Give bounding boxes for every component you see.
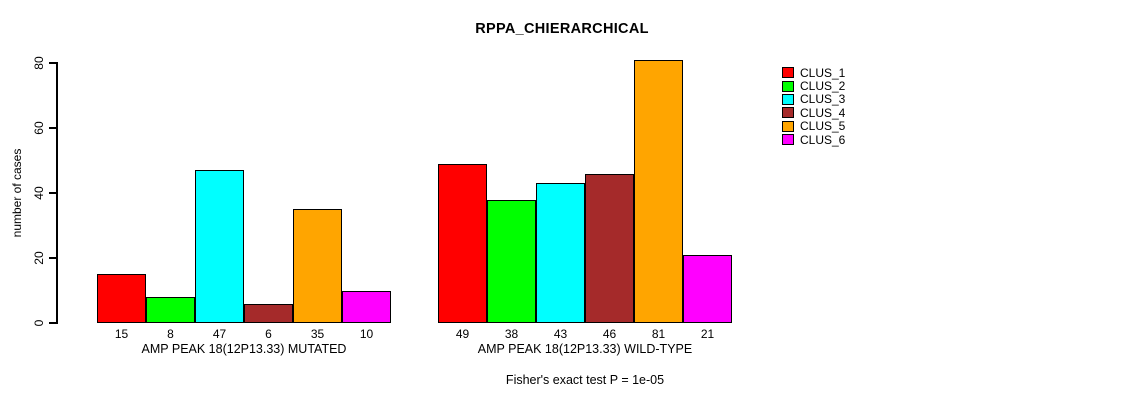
y-axis-tick xyxy=(49,62,56,64)
legend-item-clus_2: CLUS_2 xyxy=(782,79,845,92)
x-axis-group-label-wild-type: AMP PEAK 18(12P13.33) WILD-TYPE xyxy=(477,342,693,356)
legend-item-clus_6: CLUS_6 xyxy=(782,133,845,146)
bar-clus_4-wild-type xyxy=(585,173,634,323)
y-axis-tick-label: 40 xyxy=(32,186,46,200)
legend-color-swatch xyxy=(782,134,794,146)
y-axis-tick xyxy=(49,322,56,324)
fisher-test-annotation: Fisher's exact test P = 1e-05 xyxy=(505,373,665,387)
bar-value-label: 21 xyxy=(700,327,715,341)
bar-clus_3-wild-type xyxy=(536,183,585,323)
bar-clus_6-mutated xyxy=(342,290,391,323)
bar-value-label: 6 xyxy=(265,327,272,341)
bar-clus_4-mutated xyxy=(244,303,293,323)
y-axis-line xyxy=(56,62,58,324)
legend-color-swatch xyxy=(782,107,794,119)
bar-value-label: 47 xyxy=(212,327,227,341)
legend-item-label: CLUS_5 xyxy=(800,119,846,134)
bar-value-label: 49 xyxy=(455,327,470,341)
bar-value-label: 8 xyxy=(167,327,174,341)
y-axis-tick xyxy=(49,127,56,129)
chart-title: RPPA_CHIERARCHICAL xyxy=(475,21,649,37)
legend-color-swatch xyxy=(782,67,794,79)
legend-item-clus_5: CLUS_5 xyxy=(782,120,845,133)
legend-item-label: CLUS_2 xyxy=(800,79,846,94)
bar-clus_1-wild-type xyxy=(438,163,487,323)
bar-value-label: 10 xyxy=(359,327,374,341)
x-axis-group-label-mutated: AMP PEAK 18(12P13.33) MUTATED xyxy=(141,342,347,356)
legend: CLUS_1 CLUS_2 CLUS_3 CLUS_4 CLUS_5 CLUS_6 xyxy=(782,66,845,146)
bar-value-label: 46 xyxy=(602,327,617,341)
bar-clus_1-mutated xyxy=(97,274,146,323)
bar-clus_2-wild-type xyxy=(487,199,536,323)
y-axis-tick xyxy=(49,192,56,194)
legend-item-clus_3: CLUS_3 xyxy=(782,93,845,106)
bar-value-label: 35 xyxy=(310,327,325,341)
legend-item-clus_4: CLUS_4 xyxy=(782,106,845,119)
legend-item-label: CLUS_1 xyxy=(800,65,846,80)
bar-clus_5-mutated xyxy=(293,209,342,323)
legend-item-label: CLUS_3 xyxy=(800,92,846,107)
bar-clus_2-mutated xyxy=(146,297,195,323)
bar-clus_3-mutated xyxy=(195,170,244,323)
legend-color-swatch xyxy=(782,80,794,92)
y-axis-tick-label: 0 xyxy=(32,319,46,327)
y-axis-tick-label: 80 xyxy=(32,56,46,70)
y-axis-label: number of cases xyxy=(10,148,24,238)
y-axis-tick xyxy=(49,257,56,259)
legend-color-swatch xyxy=(782,93,794,105)
legend-item-label: CLUS_4 xyxy=(800,105,846,120)
bar-value-label: 43 xyxy=(553,327,568,341)
bar-value-label: 38 xyxy=(504,327,519,341)
y-axis-tick-label: 20 xyxy=(32,251,46,265)
bar-value-label: 15 xyxy=(114,327,129,341)
legend-item-clus_1: CLUS_1 xyxy=(782,66,845,79)
y-axis-tick-label: 60 xyxy=(32,121,46,135)
bar-clus_6-wild-type xyxy=(683,254,732,323)
legend-item-label: CLUS_6 xyxy=(800,132,846,147)
bar-value-label: 81 xyxy=(651,327,666,341)
legend-color-swatch xyxy=(782,120,794,132)
bar-clus_5-wild-type xyxy=(634,59,683,323)
